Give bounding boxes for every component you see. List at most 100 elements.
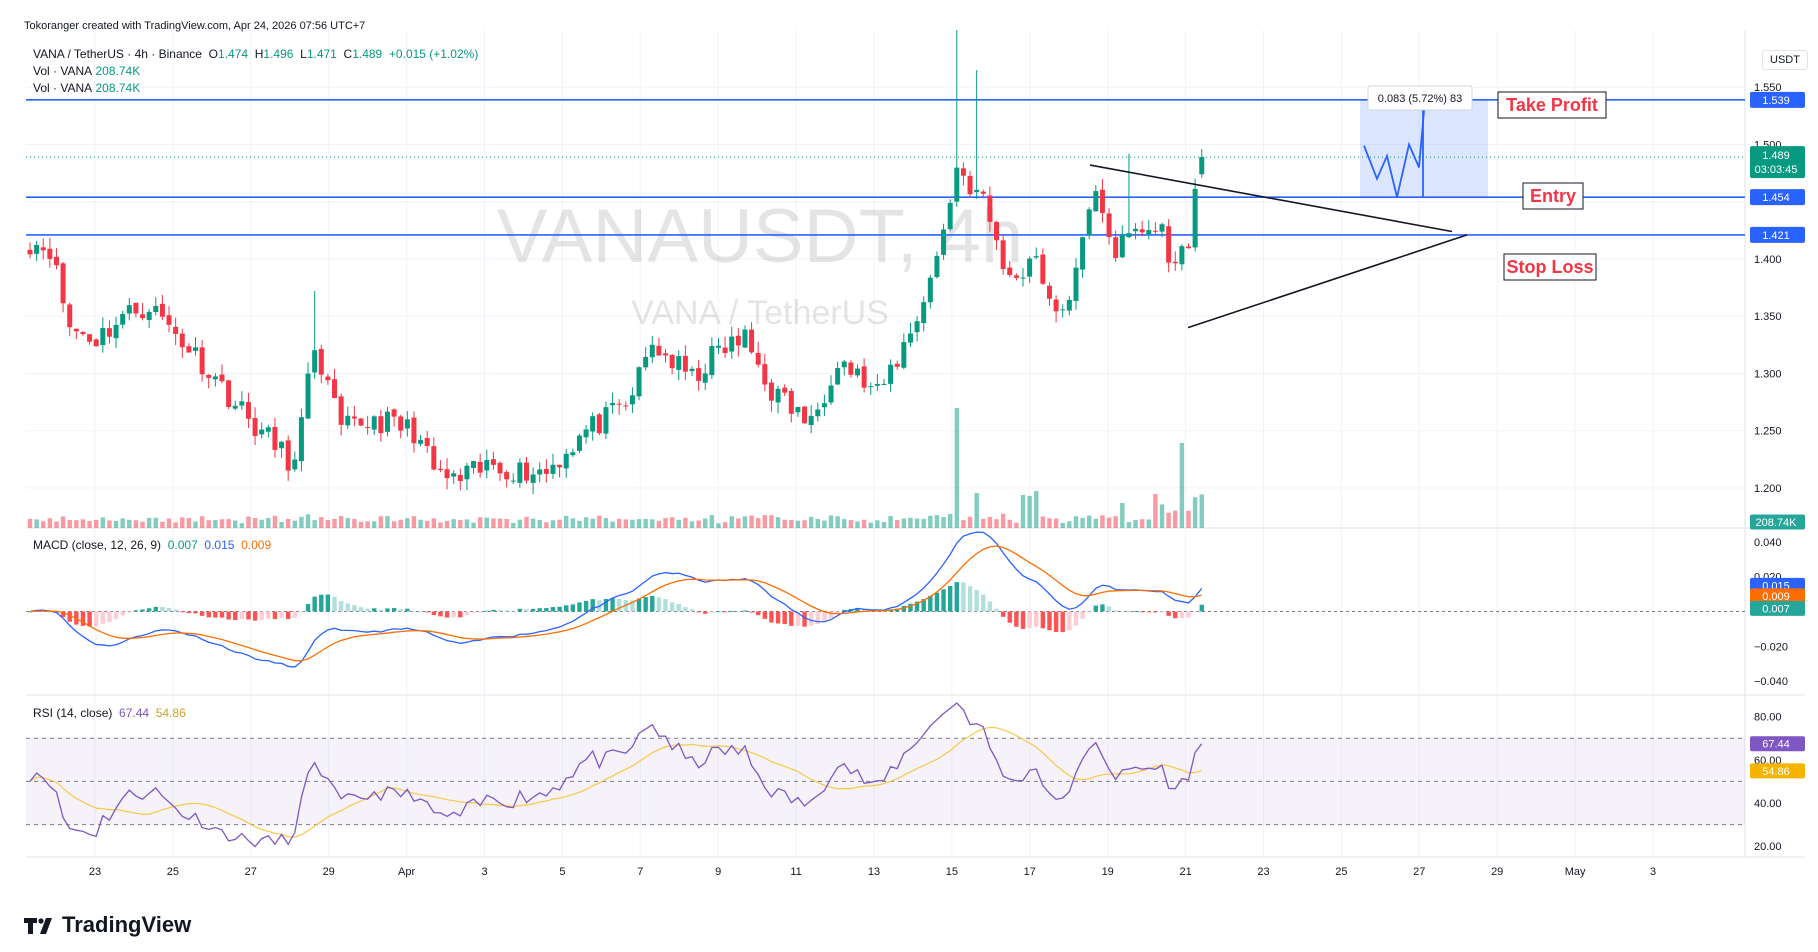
volume-bar [802, 520, 807, 528]
tag-take-profit-bg [1750, 91, 1805, 108]
macd-histogram-bar [736, 611, 741, 613]
macd-histogram-bar [67, 611, 72, 622]
macd-histogram-bar [835, 611, 840, 614]
macd-histogram-bar [1073, 611, 1079, 626]
tag-macd-signal-text: 0.009 [1762, 591, 1790, 603]
volume-bar [338, 516, 344, 528]
x-tick-label: 17 [1024, 866, 1036, 878]
macd-histogram-bar [1067, 611, 1072, 631]
volume-bar [636, 519, 642, 528]
volume-bar [1100, 515, 1105, 528]
macd-histogram-bar [80, 611, 86, 626]
candle-body [285, 440, 291, 471]
macd-histogram-bar [656, 597, 662, 612]
legend-vol-1-value: 208.74K [95, 64, 141, 78]
macd-histogram-bar [1020, 611, 1026, 629]
macd-histogram-bar [219, 611, 225, 618]
candle-body [1126, 233, 1132, 238]
volume-bar [345, 518, 350, 528]
candle-body [841, 361, 847, 368]
macd-histogram-bar [961, 582, 966, 612]
macd-histogram-bar [1060, 611, 1065, 633]
macd-histogram-bar [352, 605, 357, 612]
annotation-take-profit-box [1497, 91, 1607, 119]
volume-bar [696, 520, 701, 528]
legend-l-label: L [300, 47, 307, 61]
macd-histogram-bar [881, 610, 887, 612]
volume-bar [1139, 519, 1145, 528]
grid [26, 30, 1805, 858]
macd-histogram-bar [729, 610, 734, 612]
macd-histogram-bar [1034, 611, 1039, 627]
legend-vol-2[interactable]: Vol · VANA 208.74K [33, 81, 140, 95]
tag-macd-hist: 0.007 [1750, 600, 1805, 616]
candle-body [186, 346, 192, 353]
tag-macd-hist-text: 0.007 [1762, 603, 1790, 615]
candle-body [749, 329, 755, 353]
macd-histogram-bar [577, 602, 582, 612]
macd-signal-line [29, 545, 1202, 662]
candle-body [358, 418, 364, 426]
tag-last-price-bg [1750, 146, 1805, 179]
macd-histogram-bar [524, 609, 529, 612]
macd-histogram-bar [861, 609, 867, 612]
tradingview-logo[interactable]: TradingView [24, 912, 191, 938]
volume-bar [34, 519, 39, 528]
candle-body [848, 362, 854, 375]
volume-bar [199, 516, 205, 528]
rsi-legend[interactable]: RSI (14, close) 67.44 54.86 [33, 706, 186, 720]
volume-bar [643, 518, 648, 528]
volume-bar [1053, 518, 1059, 528]
macd-histogram-bar [372, 608, 377, 612]
tag-volume: 208.74K [1750, 514, 1805, 530]
macd-histogram-bar [842, 609, 847, 612]
legend-vol-2-label: Vol · VANA [33, 81, 93, 95]
volume-bar [742, 516, 748, 528]
volume-bar [1199, 494, 1204, 528]
macd-histogram-bar [537, 608, 542, 612]
legend-vol-1[interactable]: Vol · VANA 208.74K [33, 64, 140, 78]
volume-bar [597, 515, 602, 528]
volume-bar [895, 520, 900, 528]
macd-histogram-bar [239, 611, 245, 620]
macd-histogram-bar [471, 611, 476, 614]
x-tick-label: 11 [790, 866, 801, 878]
candles [27, 30, 1205, 495]
macd-histogram-bar [477, 611, 483, 613]
candle-body [279, 441, 285, 449]
volume-bar [1126, 522, 1132, 528]
volume-bar [153, 517, 158, 528]
x-tick-label: May [1565, 866, 1586, 878]
volume-bar [180, 517, 185, 528]
macd-histogram-bar [822, 611, 827, 622]
candle-body [1133, 228, 1139, 232]
legend-close: 1.489 [352, 47, 383, 61]
macd-histogram-bar [1047, 611, 1052, 631]
x-tick-label: 13 [868, 866, 880, 878]
x-tick-label: 23 [89, 866, 101, 878]
macd-histogram-bar [583, 600, 589, 612]
candle-body [338, 396, 344, 425]
candle-body [298, 417, 304, 462]
macd-histogram-bar [676, 603, 681, 612]
volume-bar [1080, 517, 1085, 528]
currency-button[interactable]: USDT [1762, 50, 1808, 70]
macd-histogram-bar [431, 611, 437, 616]
candle-body [1152, 230, 1158, 232]
legend-symbol[interactable]: VANA / TetherUS · 4h · Binance [33, 47, 202, 61]
volume-bar [842, 519, 847, 528]
macd-value-line: 0.015 [204, 538, 235, 552]
volume-bar [305, 514, 311, 528]
macd-histogram-bar [226, 611, 231, 620]
tag-rsi-ma-text: 54.86 [1762, 766, 1790, 778]
candle-body [371, 416, 377, 430]
volume-bar [279, 521, 284, 528]
macd-histogram-bar [808, 611, 814, 626]
candle-body [106, 328, 112, 337]
candle-body [1013, 275, 1019, 278]
candle-body [610, 402, 616, 406]
macd-legend[interactable]: MACD (close, 12, 26, 9) 0.007 0.015 0.00… [33, 538, 271, 552]
macd-histogram-bar [716, 611, 721, 613]
macd-histogram-bar [444, 611, 450, 618]
